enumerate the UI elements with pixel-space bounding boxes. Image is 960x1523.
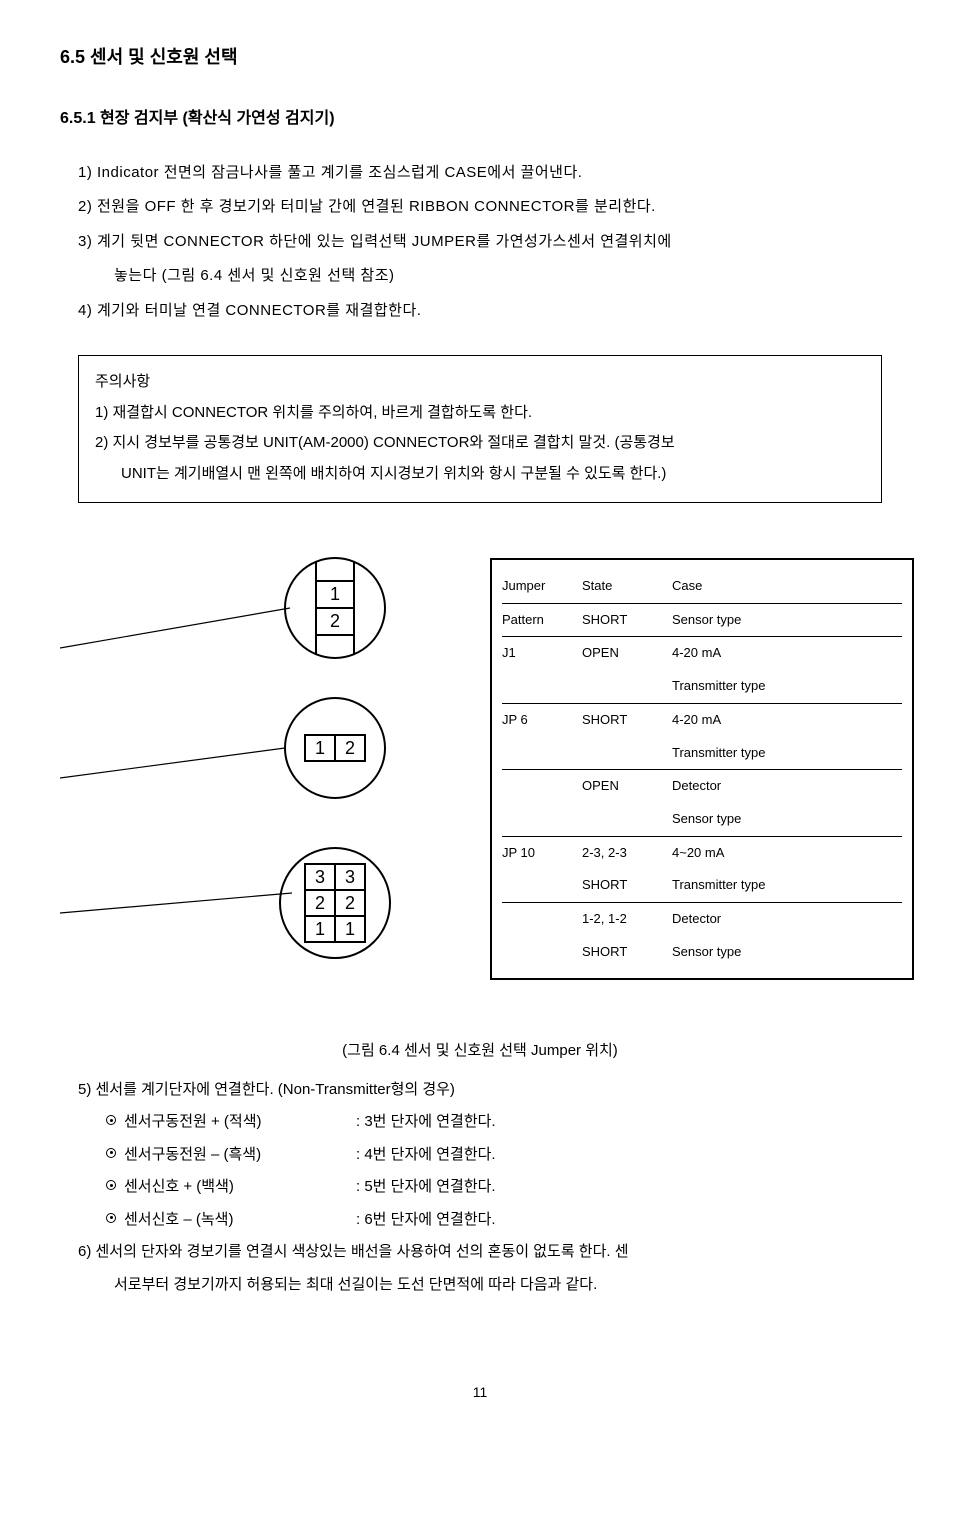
jumper-label: 2 bbox=[345, 738, 355, 758]
jumper-state-table: JumperStateCasePatternSHORTSensor typeJ1… bbox=[490, 558, 914, 980]
procedure-list: 1) Indicator 전면의 잠금나사를 풀고 계기를 조심스럽게 CASE… bbox=[60, 159, 900, 326]
table-cell bbox=[502, 674, 582, 699]
connection-value: : 4번 단자에 연결한다. bbox=[356, 1141, 496, 1170]
table-row: SHORTTransmitter type bbox=[502, 869, 902, 903]
table-cell bbox=[582, 741, 672, 766]
bullet-icon bbox=[106, 1180, 116, 1190]
jumper-label: 2 bbox=[345, 893, 355, 913]
table-cell bbox=[502, 940, 582, 965]
connection-row: 센서신호 – (녹색): 6번 단자에 연결한다. bbox=[78, 1206, 900, 1235]
table-cell bbox=[502, 907, 582, 932]
table-cell bbox=[582, 807, 672, 832]
list-item: 2) 전원을 OFF 한 후 경보기와 터미날 간에 연결된 RIBBON CO… bbox=[78, 193, 900, 222]
table-cell bbox=[582, 674, 672, 699]
table-cell: Sensor type bbox=[672, 608, 902, 633]
table-row: 1-2, 1-2Detector bbox=[502, 903, 902, 936]
table-cell: State bbox=[582, 574, 672, 599]
table-cell: 4-20 mA bbox=[672, 708, 902, 733]
connection-value: : 6번 단자에 연결한다. bbox=[356, 1206, 496, 1235]
table-cell: SHORT bbox=[582, 608, 672, 633]
connection-row: 센서구동전원 – (흑색): 4번 단자에 연결한다. bbox=[78, 1141, 900, 1170]
table-cell: 2-3, 2-3 bbox=[582, 841, 672, 866]
jumper-label: 2 bbox=[330, 611, 340, 631]
table-cell: Pattern bbox=[502, 608, 582, 633]
table-row: Sensor type bbox=[502, 803, 902, 837]
bullet-icon bbox=[106, 1213, 116, 1223]
table-cell bbox=[502, 774, 582, 799]
list-item: 6) 센서의 단자와 경보기를 연결시 색상있는 배선을 사용하여 선의 혼동이… bbox=[78, 1238, 900, 1267]
table-cell: Case bbox=[672, 574, 902, 599]
jumper-label: 3 bbox=[345, 867, 355, 887]
list-item: 3) 계기 뒷면 CONNECTOR 하단에 있는 입력선택 JUMPER를 가… bbox=[78, 228, 900, 257]
list-item-continued: 서로부터 경보기까지 허용되는 최대 선길이는 도선 단면적에 따라 다음과 같… bbox=[78, 1271, 900, 1300]
table-cell: SHORT bbox=[582, 940, 672, 965]
table-cell: 1-2, 1-2 bbox=[582, 907, 672, 932]
table-cell: Detector bbox=[672, 774, 902, 799]
jumper-label: 1 bbox=[315, 919, 325, 939]
caution-line: 1) 재결합시 CONNECTOR 위치를 주의하여, 바르게 결합하도록 한다… bbox=[95, 399, 865, 428]
connection-list: 5) 센서를 계기단자에 연결한다. (Non-Transmitter형의 경우… bbox=[60, 1076, 900, 1300]
table-cell: JP 6 bbox=[502, 708, 582, 733]
table-cell: J1 bbox=[502, 641, 582, 666]
list-item-continued: 놓는다 (그림 6.4 센서 및 신호원 선택 참조) bbox=[78, 262, 900, 291]
jumper-shapes: 1 2 1 2 3 3 2 2 1 1 bbox=[210, 553, 460, 993]
table-row: Transmitter type bbox=[502, 670, 902, 704]
connection-label: 센서신호 + (백색) bbox=[106, 1173, 356, 1202]
table-row: JP 6SHORT4-20 mA bbox=[502, 704, 902, 737]
connection-row: 센서구동전원 + (적색): 3번 단자에 연결한다. bbox=[78, 1108, 900, 1137]
figure-caption: (그림 6.4 센서 및 신호원 선택 Jumper 위치) bbox=[60, 1037, 900, 1066]
bullet-icon bbox=[106, 1115, 116, 1125]
sub-section-title: 6.5.1 현장 검지부 (확산식 가연성 검지기) bbox=[60, 104, 900, 134]
table-row: SHORTSensor type bbox=[502, 936, 902, 969]
table-cell: Sensor type bbox=[672, 940, 902, 965]
list-item: 5) 센서를 계기단자에 연결한다. (Non-Transmitter형의 경우… bbox=[78, 1076, 900, 1105]
table-cell: Jumper bbox=[502, 574, 582, 599]
caution-line: 2) 지시 경보부를 공통경보 UNIT(AM-2000) CONNECTOR와… bbox=[95, 429, 865, 458]
jumper-label: 1 bbox=[330, 584, 340, 604]
connection-label: 센서신호 – (녹색) bbox=[106, 1206, 356, 1235]
table-row: OPENDetector bbox=[502, 770, 902, 803]
section-title: 6.5 센서 및 신호원 선택 bbox=[60, 40, 900, 74]
table-cell: 4-20 mA bbox=[672, 641, 902, 666]
list-item: 4) 계기와 터미날 연결 CONNECTOR를 재결합한다. bbox=[78, 297, 900, 326]
caution-title: 주의사항 bbox=[95, 368, 865, 397]
table-cell: 4~20 mA bbox=[672, 841, 902, 866]
page-number: 11 bbox=[60, 1379, 900, 1406]
table-cell: JP 10 bbox=[502, 841, 582, 866]
connection-label: 센서구동전원 + (적색) bbox=[106, 1108, 356, 1137]
table-row: JP 102-3, 2-34~20 mA bbox=[502, 837, 902, 870]
connection-label: 센서구동전원 – (흑색) bbox=[106, 1141, 356, 1170]
caution-line-indent: UNIT는 계기배열시 맨 왼쪽에 배치하여 지시경보기 위치와 항시 구분될 … bbox=[95, 460, 865, 489]
table-cell: OPEN bbox=[582, 774, 672, 799]
jumper-label: 1 bbox=[315, 738, 325, 758]
jumper-label: 2 bbox=[315, 893, 325, 913]
jumper-diagram-area: 1 2 1 2 3 3 2 2 1 1 JumperStateCasePatte… bbox=[60, 553, 900, 1013]
jumper-label: 3 bbox=[315, 867, 325, 887]
table-cell: SHORT bbox=[582, 873, 672, 898]
table-row: JumperStateCase bbox=[502, 570, 902, 604]
list-item: 1) Indicator 전면의 잠금나사를 풀고 계기를 조심스럽게 CASE… bbox=[78, 159, 900, 188]
table-cell bbox=[502, 741, 582, 766]
bullet-icon bbox=[106, 1148, 116, 1158]
table-cell: Detector bbox=[672, 907, 902, 932]
table-row: J1OPEN4-20 mA bbox=[502, 637, 902, 670]
table-cell bbox=[502, 807, 582, 832]
table-cell: Transmitter type bbox=[672, 873, 902, 898]
jumper-label: 1 bbox=[345, 919, 355, 939]
connection-row: 센서신호 + (백색): 5번 단자에 연결한다. bbox=[78, 1173, 900, 1202]
table-cell: SHORT bbox=[582, 708, 672, 733]
table-cell: Transmitter type bbox=[672, 674, 902, 699]
connection-value: : 5번 단자에 연결한다. bbox=[356, 1173, 496, 1202]
table-cell: Sensor type bbox=[672, 807, 902, 832]
table-cell bbox=[502, 873, 582, 898]
table-cell: OPEN bbox=[582, 641, 672, 666]
connection-value: : 3번 단자에 연결한다. bbox=[356, 1108, 496, 1137]
caution-box: 주의사항 1) 재결합시 CONNECTOR 위치를 주의하여, 바르게 결합하… bbox=[78, 355, 882, 503]
table-row: PatternSHORTSensor type bbox=[502, 604, 902, 638]
table-cell: Transmitter type bbox=[672, 741, 902, 766]
table-row: Transmitter type bbox=[502, 737, 902, 771]
